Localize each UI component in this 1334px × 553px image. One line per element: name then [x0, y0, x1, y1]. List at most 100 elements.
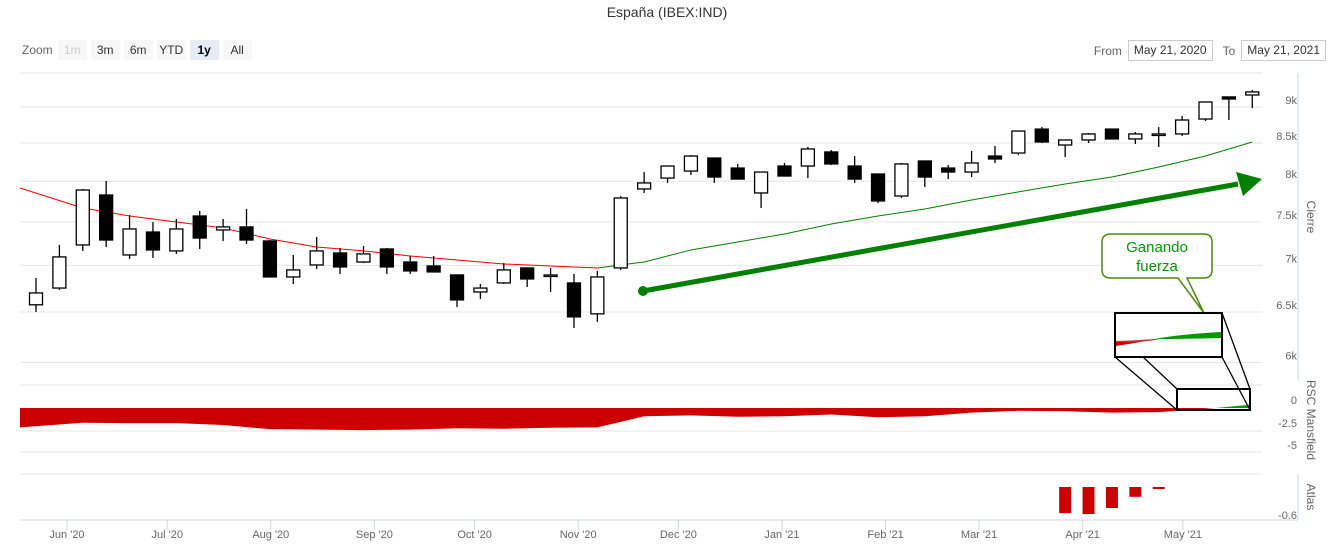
- candle-body-up: [613, 197, 628, 269]
- candle-body-down: [707, 157, 722, 178]
- candle: [1151, 127, 1166, 147]
- candle-body-down: [824, 151, 839, 165]
- candle: [52, 244, 67, 291]
- zoom-label: Zoom: [22, 43, 53, 57]
- candle-body-up: [215, 226, 231, 231]
- candle: [28, 277, 44, 312]
- candle: [426, 255, 441, 273]
- to-date-input[interactable]: May 21, 2021: [1241, 40, 1326, 61]
- candle: [847, 156, 862, 183]
- candle-body-up: [1081, 133, 1096, 141]
- candle-body-up: [356, 253, 371, 263]
- zoom-1m-button[interactable]: 1m: [57, 40, 87, 60]
- x-tick-label: Mar '21: [961, 529, 997, 541]
- magnifier-source-box: [1176, 388, 1251, 411]
- candle-body-down: [730, 167, 745, 180]
- rsc-tick-label: -5: [1287, 440, 1297, 452]
- candle-body-down: [192, 215, 207, 239]
- candle: [753, 171, 769, 208]
- candle: [941, 165, 956, 180]
- atlas-bar: [1105, 487, 1118, 509]
- candle: [870, 173, 886, 203]
- candle-body-down: [1034, 128, 1049, 143]
- candle: [590, 270, 605, 322]
- candle: [964, 150, 979, 178]
- candle-body-up: [309, 250, 324, 266]
- candle: [145, 222, 161, 258]
- candle-body-down: [1104, 128, 1120, 140]
- trend-arrowhead-icon: [1236, 172, 1262, 196]
- date-range: From May 21, 2020 To May 21, 2021: [1094, 40, 1326, 61]
- from-date-input[interactable]: May 21, 2020: [1127, 40, 1213, 61]
- candle-body-down: [941, 167, 956, 173]
- candle: [543, 267, 558, 292]
- candle-body-down: [332, 252, 348, 268]
- candle-body-up: [800, 148, 816, 167]
- candle: [1245, 90, 1260, 108]
- candle: [660, 165, 675, 183]
- atlas-bar: [1129, 487, 1142, 497]
- x-tick-label: Jun '20: [49, 529, 84, 541]
- candle: [777, 162, 792, 177]
- zoom-ytd-button[interactable]: YTD: [156, 40, 186, 60]
- zoom-selector: Zoom 1m 3m 6m YTD 1y All: [22, 40, 256, 60]
- trend-arrow-start-dot: [638, 286, 648, 296]
- candle: [520, 267, 535, 288]
- candle-body-up: [286, 269, 301, 278]
- y-tick-label: 7k: [1285, 253, 1297, 265]
- chart-title: España (IBEX:IND): [606, 4, 728, 20]
- candle: [379, 247, 395, 274]
- x-tick-label: Aug '20: [252, 529, 289, 541]
- candle-body-down: [426, 265, 441, 273]
- zoom-6m-button[interactable]: 6m: [123, 40, 153, 60]
- candle-body-up: [753, 171, 769, 194]
- candle-body-up: [496, 269, 511, 284]
- candle-body-down: [987, 155, 1003, 160]
- candle-body-down: [917, 160, 932, 178]
- atlas-axis-title: Atlas: [1304, 484, 1318, 511]
- y-tick-label: 8.5k: [1276, 131, 1297, 143]
- candle-body-up: [1174, 119, 1190, 135]
- rsc-area-negative: [20, 408, 1216, 431]
- candle: [1104, 128, 1120, 140]
- candle: [75, 189, 90, 252]
- candle-body-down: [847, 165, 862, 180]
- candle: [566, 273, 582, 328]
- candle-body-down: [262, 240, 278, 278]
- x-tick-label: May '21: [1164, 529, 1202, 541]
- candle-body-down: [379, 248, 395, 268]
- candle-body-up: [1245, 91, 1260, 96]
- candle-body-down: [145, 231, 161, 251]
- candle-body-up: [169, 228, 184, 252]
- candle: [824, 150, 839, 166]
- candle-body-up: [28, 292, 44, 306]
- candle-body-down: [99, 194, 114, 241]
- candle-body-up: [473, 287, 488, 293]
- x-tick-label: Jul '20: [152, 529, 183, 541]
- atlas-bar: [1152, 487, 1165, 489]
- magnified-rsc-line: [1116, 332, 1221, 345]
- trend-arrow: [642, 181, 1239, 294]
- from-label: From: [1093, 43, 1122, 58]
- candle-body-down: [403, 261, 418, 272]
- y-tick-label: 6.5k: [1276, 300, 1297, 312]
- candle-body-down: [1221, 96, 1237, 100]
- y-tick-label: 6k: [1285, 350, 1297, 362]
- y-axis-title: Cierre: [1304, 201, 1318, 234]
- candle: [122, 215, 137, 259]
- candle-body-up: [1151, 133, 1166, 137]
- zoom-3m-button[interactable]: 3m: [90, 40, 120, 60]
- candle-body-up: [1011, 130, 1026, 154]
- candle: [332, 247, 348, 274]
- y-tick-label: 9k: [1285, 95, 1297, 107]
- zoom-1y-button[interactable]: 1y: [189, 40, 219, 60]
- callout-text-line1: Ganando: [1126, 239, 1188, 256]
- candle: [215, 219, 231, 241]
- x-tick-label: Sep '20: [356, 529, 393, 541]
- atlas-bar: [1082, 487, 1095, 515]
- candle: [987, 145, 1003, 163]
- candle-body-up: [1198, 101, 1213, 120]
- candle-body-down: [239, 226, 254, 241]
- zoom-all-button[interactable]: All: [222, 40, 252, 60]
- x-tick-label: Nov '20: [560, 529, 597, 541]
